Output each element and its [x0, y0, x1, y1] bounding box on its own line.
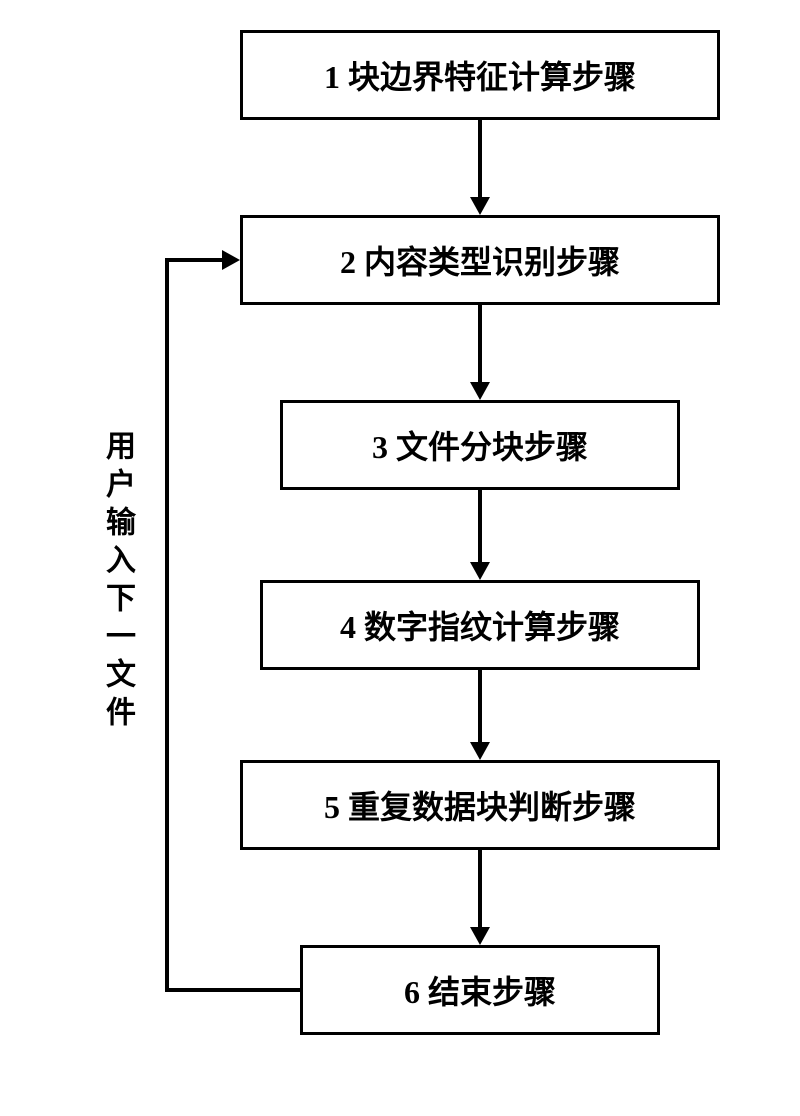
- arrow-head-3-4: [470, 562, 490, 580]
- arrow-3-4: [478, 490, 482, 563]
- step-2-label: 2 内容类型识别步骤: [340, 237, 620, 283]
- step-1-box: 1 块边界特征计算步骤: [240, 30, 720, 120]
- step-3-box: 3 文件分块步骤: [280, 400, 680, 490]
- arrow-1-2: [478, 120, 482, 198]
- step-5-label: 5 重复数据块判断步骤: [324, 782, 636, 828]
- step-6-box: 6 结束步骤: [300, 945, 660, 1035]
- feedback-v: [165, 258, 169, 992]
- step-3-label: 3 文件分块步骤: [372, 422, 588, 468]
- arrow-5-6: [478, 850, 482, 928]
- arrow-head-2-3: [470, 382, 490, 400]
- step-6-label: 6 结束步骤: [404, 967, 556, 1013]
- arrow-head-5-6: [470, 927, 490, 945]
- step-2-box: 2 内容类型识别步骤: [240, 215, 720, 305]
- flowchart-container: 1 块边界特征计算步骤 2 内容类型识别步骤 3 文件分块步骤 4 数字指纹计算…: [0, 0, 800, 1116]
- arrow-head-4-5: [470, 742, 490, 760]
- step-1-label: 1 块边界特征计算步骤: [324, 52, 636, 98]
- feedback-arrow-head: [222, 250, 240, 270]
- step-4-box: 4 数字指纹计算步骤: [260, 580, 700, 670]
- step-5-box: 5 重复数据块判断步骤: [240, 760, 720, 850]
- feedback-label: 用户输入下一文件: [95, 430, 139, 734]
- step-4-label: 4 数字指纹计算步骤: [340, 602, 620, 648]
- feedback-h-top: [165, 258, 222, 262]
- arrow-4-5: [478, 670, 482, 743]
- feedback-h-bottom: [165, 988, 300, 992]
- arrow-head-1-2: [470, 197, 490, 215]
- arrow-2-3: [478, 305, 482, 383]
